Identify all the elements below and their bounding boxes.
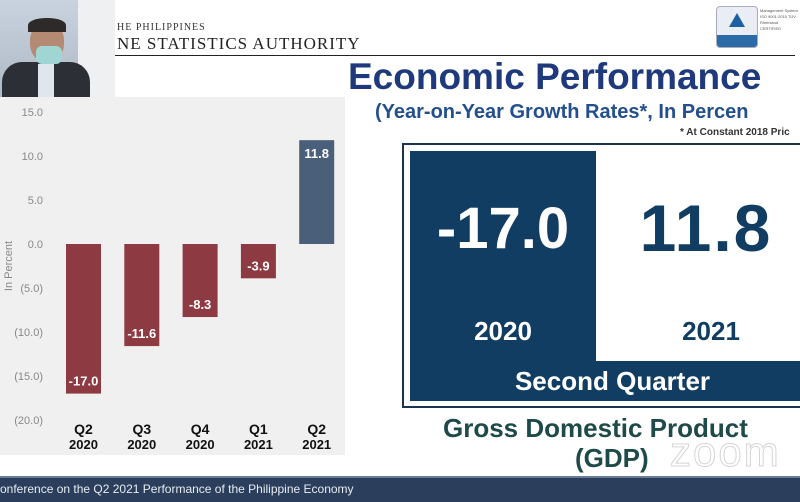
y-axis-label: In Percent bbox=[3, 241, 15, 291]
x-tick-label: 2021 bbox=[302, 437, 331, 452]
certification-text: Management System ISO 9001:2015 TÜV Rhei… bbox=[760, 8, 798, 31]
footnote: * At Constant 2018 Pric bbox=[680, 127, 790, 138]
x-tick-label: 2020 bbox=[69, 437, 98, 452]
y-tick-label: 15.0 bbox=[22, 107, 43, 119]
period-band bbox=[410, 361, 800, 401]
bar bbox=[66, 244, 101, 394]
gdp-bar-chart: 15.0 10.0 5.0 0.0 (5.0) (10.0) (15.0) (20.0) In … bbox=[3, 107, 335, 452]
value-2021: 11.8 bbox=[639, 191, 773, 265]
slide-subtitle: (Year-on-Year Growth Rates*, In Percen bbox=[375, 101, 749, 123]
data-label: -8.3 bbox=[189, 297, 211, 312]
value-2020: -17.0 bbox=[436, 196, 570, 261]
data-label: -3.9 bbox=[247, 258, 269, 273]
chart-panel: 15.0 10.0 5.0 0.0 (5.0) (10.0) (15.0) (20.0) In … bbox=[0, 97, 345, 455]
bottom-banner bbox=[0, 476, 800, 502]
zoom-watermark: zoom bbox=[670, 428, 781, 476]
gdp-label: Gross Domestic Product bbox=[443, 413, 748, 443]
bottom-banner-text: onference on the Q2 2021 Performance of … bbox=[0, 482, 354, 496]
period-label: Second Quarter bbox=[514, 366, 711, 396]
year-2021: 2021 bbox=[682, 316, 740, 346]
bar bbox=[299, 140, 335, 244]
y-tick-label: (5.0) bbox=[20, 283, 43, 295]
header-divider bbox=[115, 55, 795, 56]
y-tick-label: (10.0) bbox=[14, 327, 43, 339]
x-tick-label: 2021 bbox=[244, 437, 273, 452]
bar bbox=[240, 244, 276, 279]
y-tick-label: (15.0) bbox=[14, 371, 43, 383]
y-tick-label: 0.0 bbox=[28, 239, 43, 251]
data-label: -17.0 bbox=[69, 374, 99, 389]
x-tick-label: 2020 bbox=[186, 437, 215, 452]
gdp-abbrev: (GDP) bbox=[575, 443, 649, 473]
highlight-2020-cell bbox=[410, 151, 596, 361]
webcam-video-tile[interactable] bbox=[0, 0, 115, 97]
bar bbox=[124, 244, 160, 347]
x-tick-label: Q2 bbox=[74, 421, 93, 437]
y-tick-label: (20.0) bbox=[14, 415, 43, 427]
x-tick-label: 2020 bbox=[127, 437, 156, 452]
org-name-line1: HE PHILIPPINES bbox=[117, 22, 206, 33]
y-tick-label: 5.0 bbox=[28, 195, 43, 207]
org-name-line2: NE STATISTICS AUTHORITY bbox=[117, 34, 361, 53]
x-tick-label: Q2 bbox=[307, 421, 326, 437]
y-tick-label: 10.0 bbox=[22, 151, 43, 163]
data-label: 11.8 bbox=[304, 146, 329, 161]
x-tick-label: Q3 bbox=[132, 421, 151, 437]
x-tick-label: Q4 bbox=[191, 421, 210, 437]
certification-logo bbox=[716, 6, 758, 48]
bar bbox=[182, 244, 218, 318]
data-label: -11.6 bbox=[127, 326, 156, 341]
slide-title: Economic Performance bbox=[348, 56, 762, 97]
x-tick-label: Q1 bbox=[249, 421, 268, 437]
year-2020: 2020 bbox=[474, 316, 532, 346]
